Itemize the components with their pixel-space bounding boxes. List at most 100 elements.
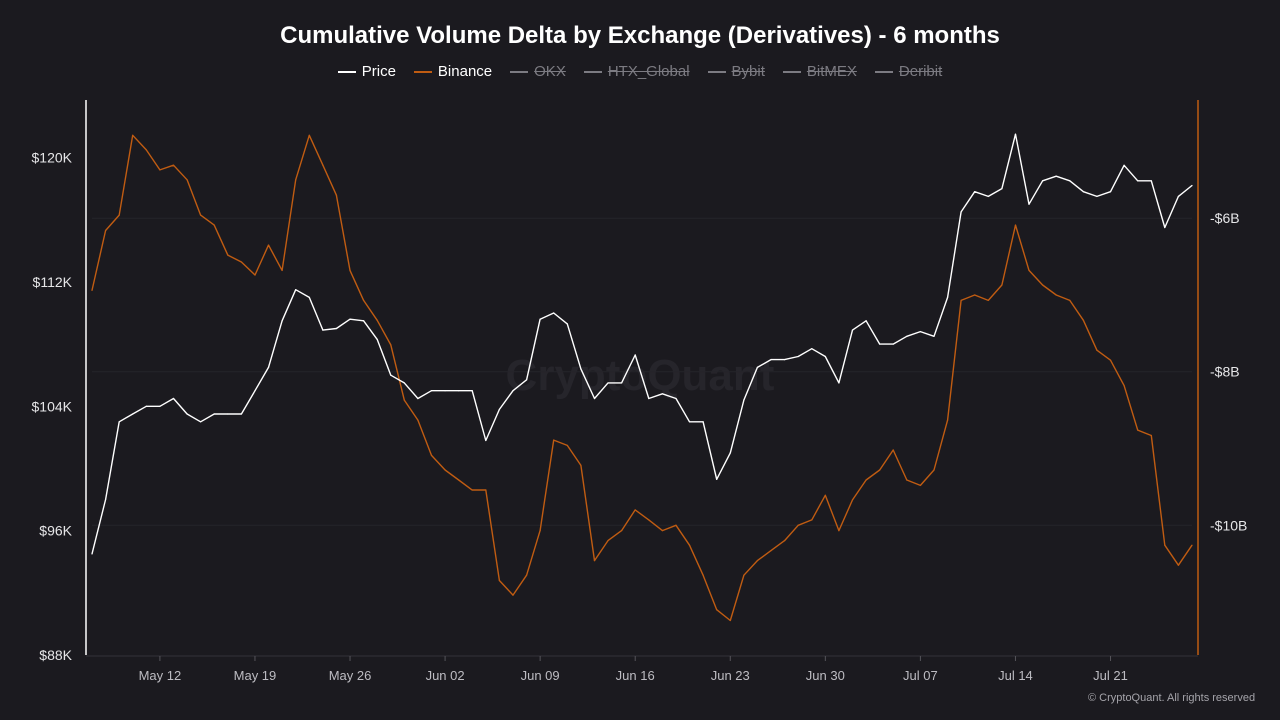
price-point: [729, 452, 731, 454]
y-left-tick-label: $96K: [39, 523, 72, 539]
price-point: [172, 397, 175, 400]
price-point: [906, 335, 908, 337]
legend-item-okx[interactable]: OKX: [510, 63, 566, 80]
binance-point: [525, 574, 528, 576]
binance-point: [322, 164, 324, 166]
watermark: CryptoQuant: [506, 351, 775, 400]
binance-point: [200, 214, 202, 216]
binance-point: [974, 294, 976, 296]
legend-item-price[interactable]: Price: [337, 63, 396, 80]
price-point: [675, 397, 677, 400]
price-point: [254, 390, 256, 392]
y-left-tick-label: $120K: [32, 150, 73, 166]
price-point: [471, 390, 473, 392]
price-point: [1014, 133, 1017, 135]
binance-point: [946, 419, 949, 421]
price-point: [227, 413, 229, 415]
binance-point: [933, 469, 935, 471]
price-point: [363, 320, 365, 322]
legend-swatch: [583, 70, 602, 73]
binance-point: [444, 469, 446, 471]
binance-point: [349, 269, 351, 272]
legend-item-deribit[interactable]: Deribit: [874, 63, 942, 80]
binance-point: [1014, 224, 1017, 226]
binance-point: [390, 344, 392, 346]
price-point: [1082, 191, 1084, 193]
price-point: [91, 553, 93, 555]
legend-swatch: [707, 70, 726, 73]
binance-point: [1096, 349, 1098, 351]
binance-point: [729, 619, 731, 622]
price-point: [159, 405, 161, 407]
legend-swatch: [337, 70, 356, 73]
binance-point: [267, 244, 270, 246]
binance-point: [295, 179, 297, 181]
binance-point: [172, 164, 175, 166]
x-tick-label: Jun 16: [616, 668, 655, 683]
price-point: [349, 318, 351, 320]
binance-point: [906, 479, 908, 481]
price-point: [104, 498, 107, 501]
price-point: [607, 382, 609, 384]
price-point: [783, 359, 786, 361]
binance-point: [621, 530, 623, 532]
price-point: [851, 329, 854, 331]
binance-point: [335, 194, 338, 196]
binance-point: [104, 229, 107, 232]
binance-point: [539, 530, 541, 532]
x-tick-label: Jun 23: [711, 668, 750, 683]
price-point: [974, 191, 976, 193]
legend-swatch: [782, 70, 801, 73]
binance-point: [743, 574, 745, 576]
binance-point: [756, 559, 759, 562]
price-point: [118, 421, 120, 423]
legend-label: HTX_Global: [607, 63, 690, 80]
binance-point: [376, 319, 378, 321]
price-point: [797, 355, 799, 358]
price-point: [933, 335, 935, 337]
price-point: [1042, 180, 1044, 182]
binance-point: [308, 134, 310, 136]
binance-point: [865, 479, 867, 481]
price-point: [145, 405, 147, 407]
chart-title: Cumulative Volume Delta by Exchange (Der…: [280, 22, 1000, 49]
x-tick-label: Jul 14: [998, 668, 1033, 683]
legend-item-htx-global[interactable]: HTX_Global: [583, 63, 690, 80]
x-tick-label: Jul 21: [1093, 668, 1128, 683]
price-point: [417, 397, 419, 400]
binance-point: [498, 579, 501, 582]
price-point: [879, 343, 881, 345]
binance-point: [648, 519, 650, 521]
legend-item-bybit[interactable]: Bybit: [707, 63, 765, 80]
legend-item-binance[interactable]: Binance: [413, 63, 492, 80]
binance-point: [118, 214, 120, 216]
price-point: [811, 348, 813, 350]
price-point: [430, 390, 433, 392]
binance-point: [1028, 269, 1030, 272]
binance-point: [838, 530, 840, 532]
binance-point: [1082, 319, 1084, 321]
binance-point: [716, 609, 718, 611]
y-left-tick-label: $88K: [39, 647, 72, 663]
price-point: [390, 374, 392, 376]
binance-point: [1109, 359, 1112, 361]
legend: Price Binance OKX HTX_Global Bybit BitMEX Deri…: [0, 63, 1280, 80]
price-point: [865, 320, 867, 322]
price-point: [824, 355, 826, 358]
y-right-tick-label: -$6B: [1210, 210, 1240, 226]
binance-point: [485, 489, 487, 491]
legend-label: Bybit: [731, 63, 765, 80]
binance-point: [675, 524, 677, 526]
y-right-tick-label: -$10B: [1210, 517, 1247, 533]
y-left-tick-label: $112K: [33, 274, 73, 290]
price-point: [1164, 226, 1166, 229]
x-tick-label: May 19: [234, 668, 277, 683]
binance-point: [1001, 284, 1003, 286]
binance-point: [1191, 544, 1193, 546]
price-point: [1191, 184, 1193, 187]
binance-point: [1137, 429, 1139, 431]
legend-item-bitmex[interactable]: BitMEX: [782, 63, 857, 80]
binance-point: [240, 261, 242, 263]
price-point: [756, 366, 759, 368]
binance-point: [512, 594, 514, 596]
